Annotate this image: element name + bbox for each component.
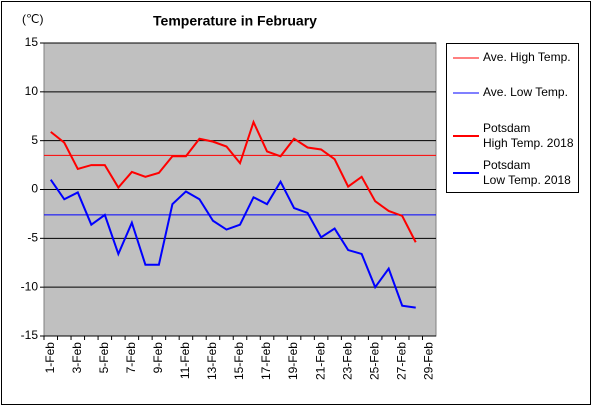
- x-tick-label: 25-Feb: [367, 342, 381, 380]
- y-tick-label: 0: [31, 182, 38, 196]
- legend-entry: Potsdam High Temp. 2018: [453, 121, 574, 151]
- legend-label: Ave. Low Temp.: [483, 85, 568, 99]
- x-tick-label: 1-Feb: [43, 342, 57, 374]
- legend-label: Ave. High Temp.: [483, 50, 571, 64]
- x-tick-label: 23-Feb: [340, 342, 354, 380]
- y-tick-label: -5: [27, 231, 38, 245]
- x-tick-label: 29-Feb: [421, 342, 435, 380]
- y-tick-label: 15: [25, 35, 39, 49]
- x-tick-label: 27-Feb: [394, 342, 408, 380]
- legend-label: Potsdam Low Temp. 2018: [483, 158, 571, 187]
- x-tick-label: 7-Feb: [124, 342, 138, 374]
- y-axis-label: (℃): [22, 12, 43, 26]
- legend-swatch: [453, 172, 479, 174]
- x-tick-label: 19-Feb: [286, 342, 300, 380]
- y-tick-label: 10: [25, 84, 39, 98]
- x-tick-label: 21-Feb: [313, 342, 327, 380]
- legend-swatch: [453, 135, 479, 137]
- x-tick-label: 11-Feb: [178, 342, 192, 379]
- legend-entry: Potsdam Low Temp. 2018: [453, 158, 571, 188]
- legend-entry: Ave. Low Temp.: [453, 85, 568, 100]
- x-tick-label: 15-Feb: [232, 342, 246, 380]
- x-tick-label: 9-Feb: [151, 342, 165, 374]
- legend-swatch: [453, 92, 479, 93]
- x-tick-label: 13-Feb: [205, 342, 219, 380]
- y-tick-label: 5: [31, 133, 38, 147]
- data-line: [49, 179, 416, 309]
- x-tick-label: 5-Feb: [97, 342, 111, 374]
- x-tick-label: 17-Feb: [259, 342, 273, 380]
- x-tick-label: 3-Feb: [70, 342, 84, 374]
- y-tick-label: -10: [21, 279, 39, 293]
- legend-entry: Ave. High Temp.: [453, 50, 571, 65]
- y-tick-label: -15: [21, 328, 39, 342]
- legend: Ave. High Temp. Ave. Low Temp. Potsdam Hig…: [446, 43, 579, 193]
- data-line: [50, 119, 417, 243]
- legend-swatch: [453, 57, 479, 58]
- legend-label: Potsdam High Temp. 2018: [483, 121, 574, 150]
- chart-title: Temperature in February: [153, 13, 317, 29]
